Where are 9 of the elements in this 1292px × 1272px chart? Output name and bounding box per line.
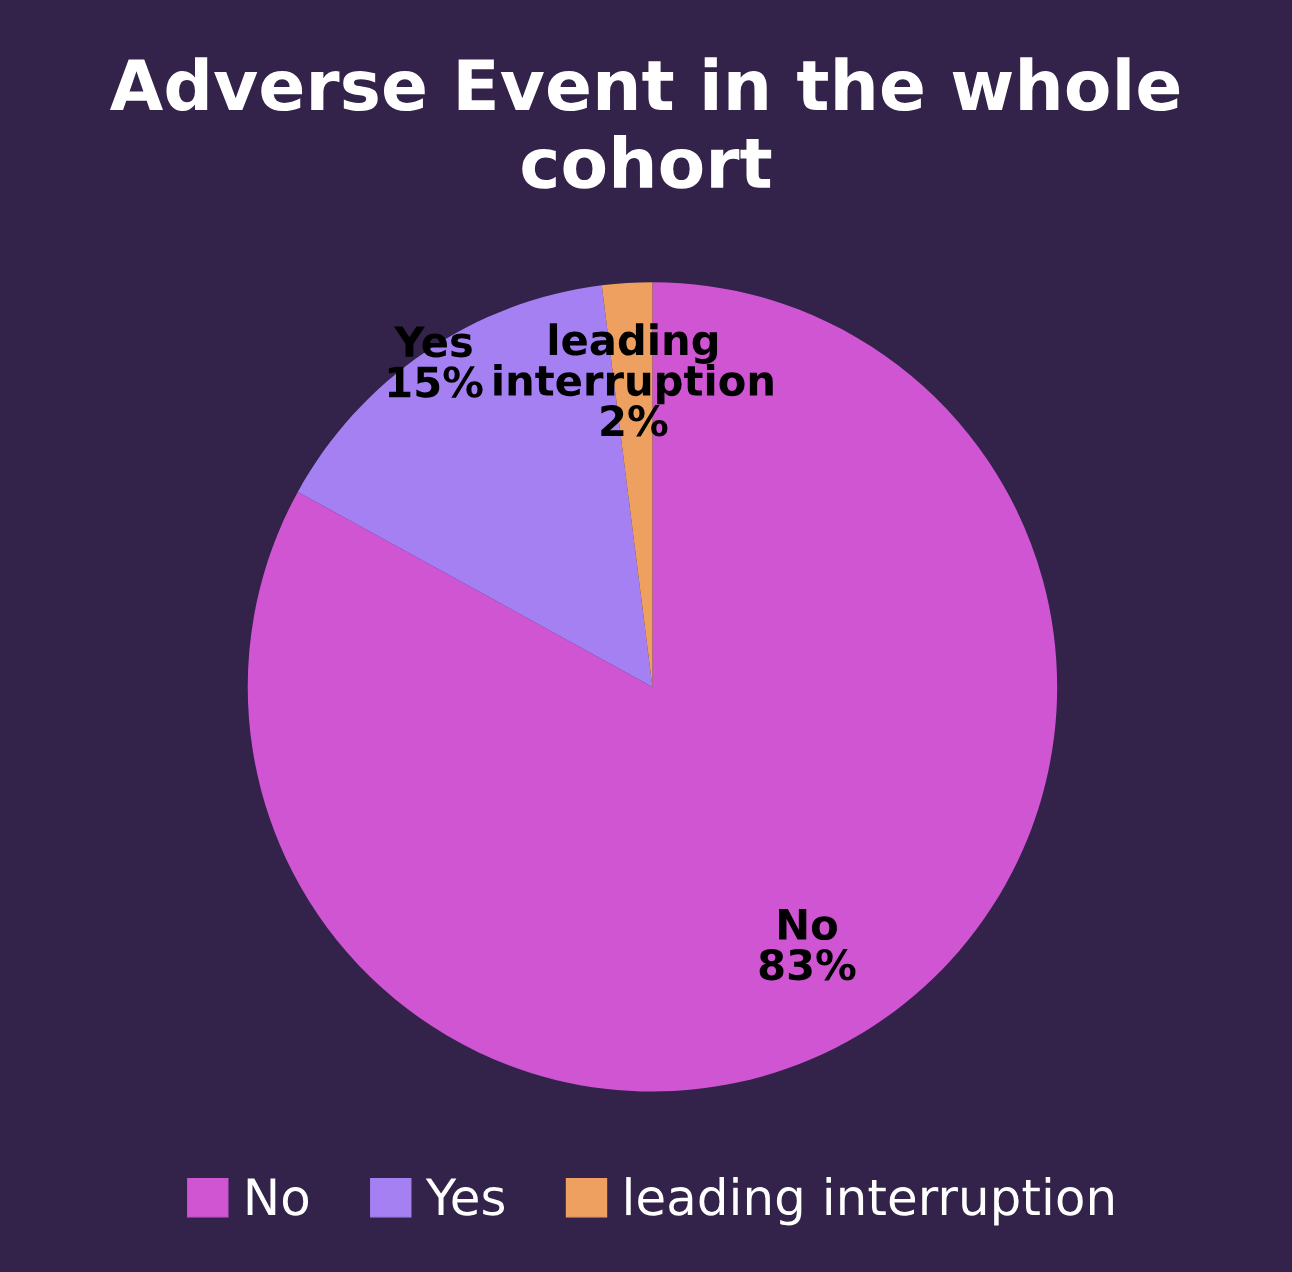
legend-label: No [247,1178,309,1216]
slice-label: No [779,909,837,941]
legend-label: Yes [425,1178,505,1216]
chart-title: Adverse Event in the whole cohort [109,57,1180,189]
pie-slice [247,282,1058,1092]
data-label: 83% [759,948,856,981]
slice-label: leading interruption [494,323,773,405]
legend-label: leading interruption [626,1177,1113,1226]
data-label: 15% [388,366,483,398]
